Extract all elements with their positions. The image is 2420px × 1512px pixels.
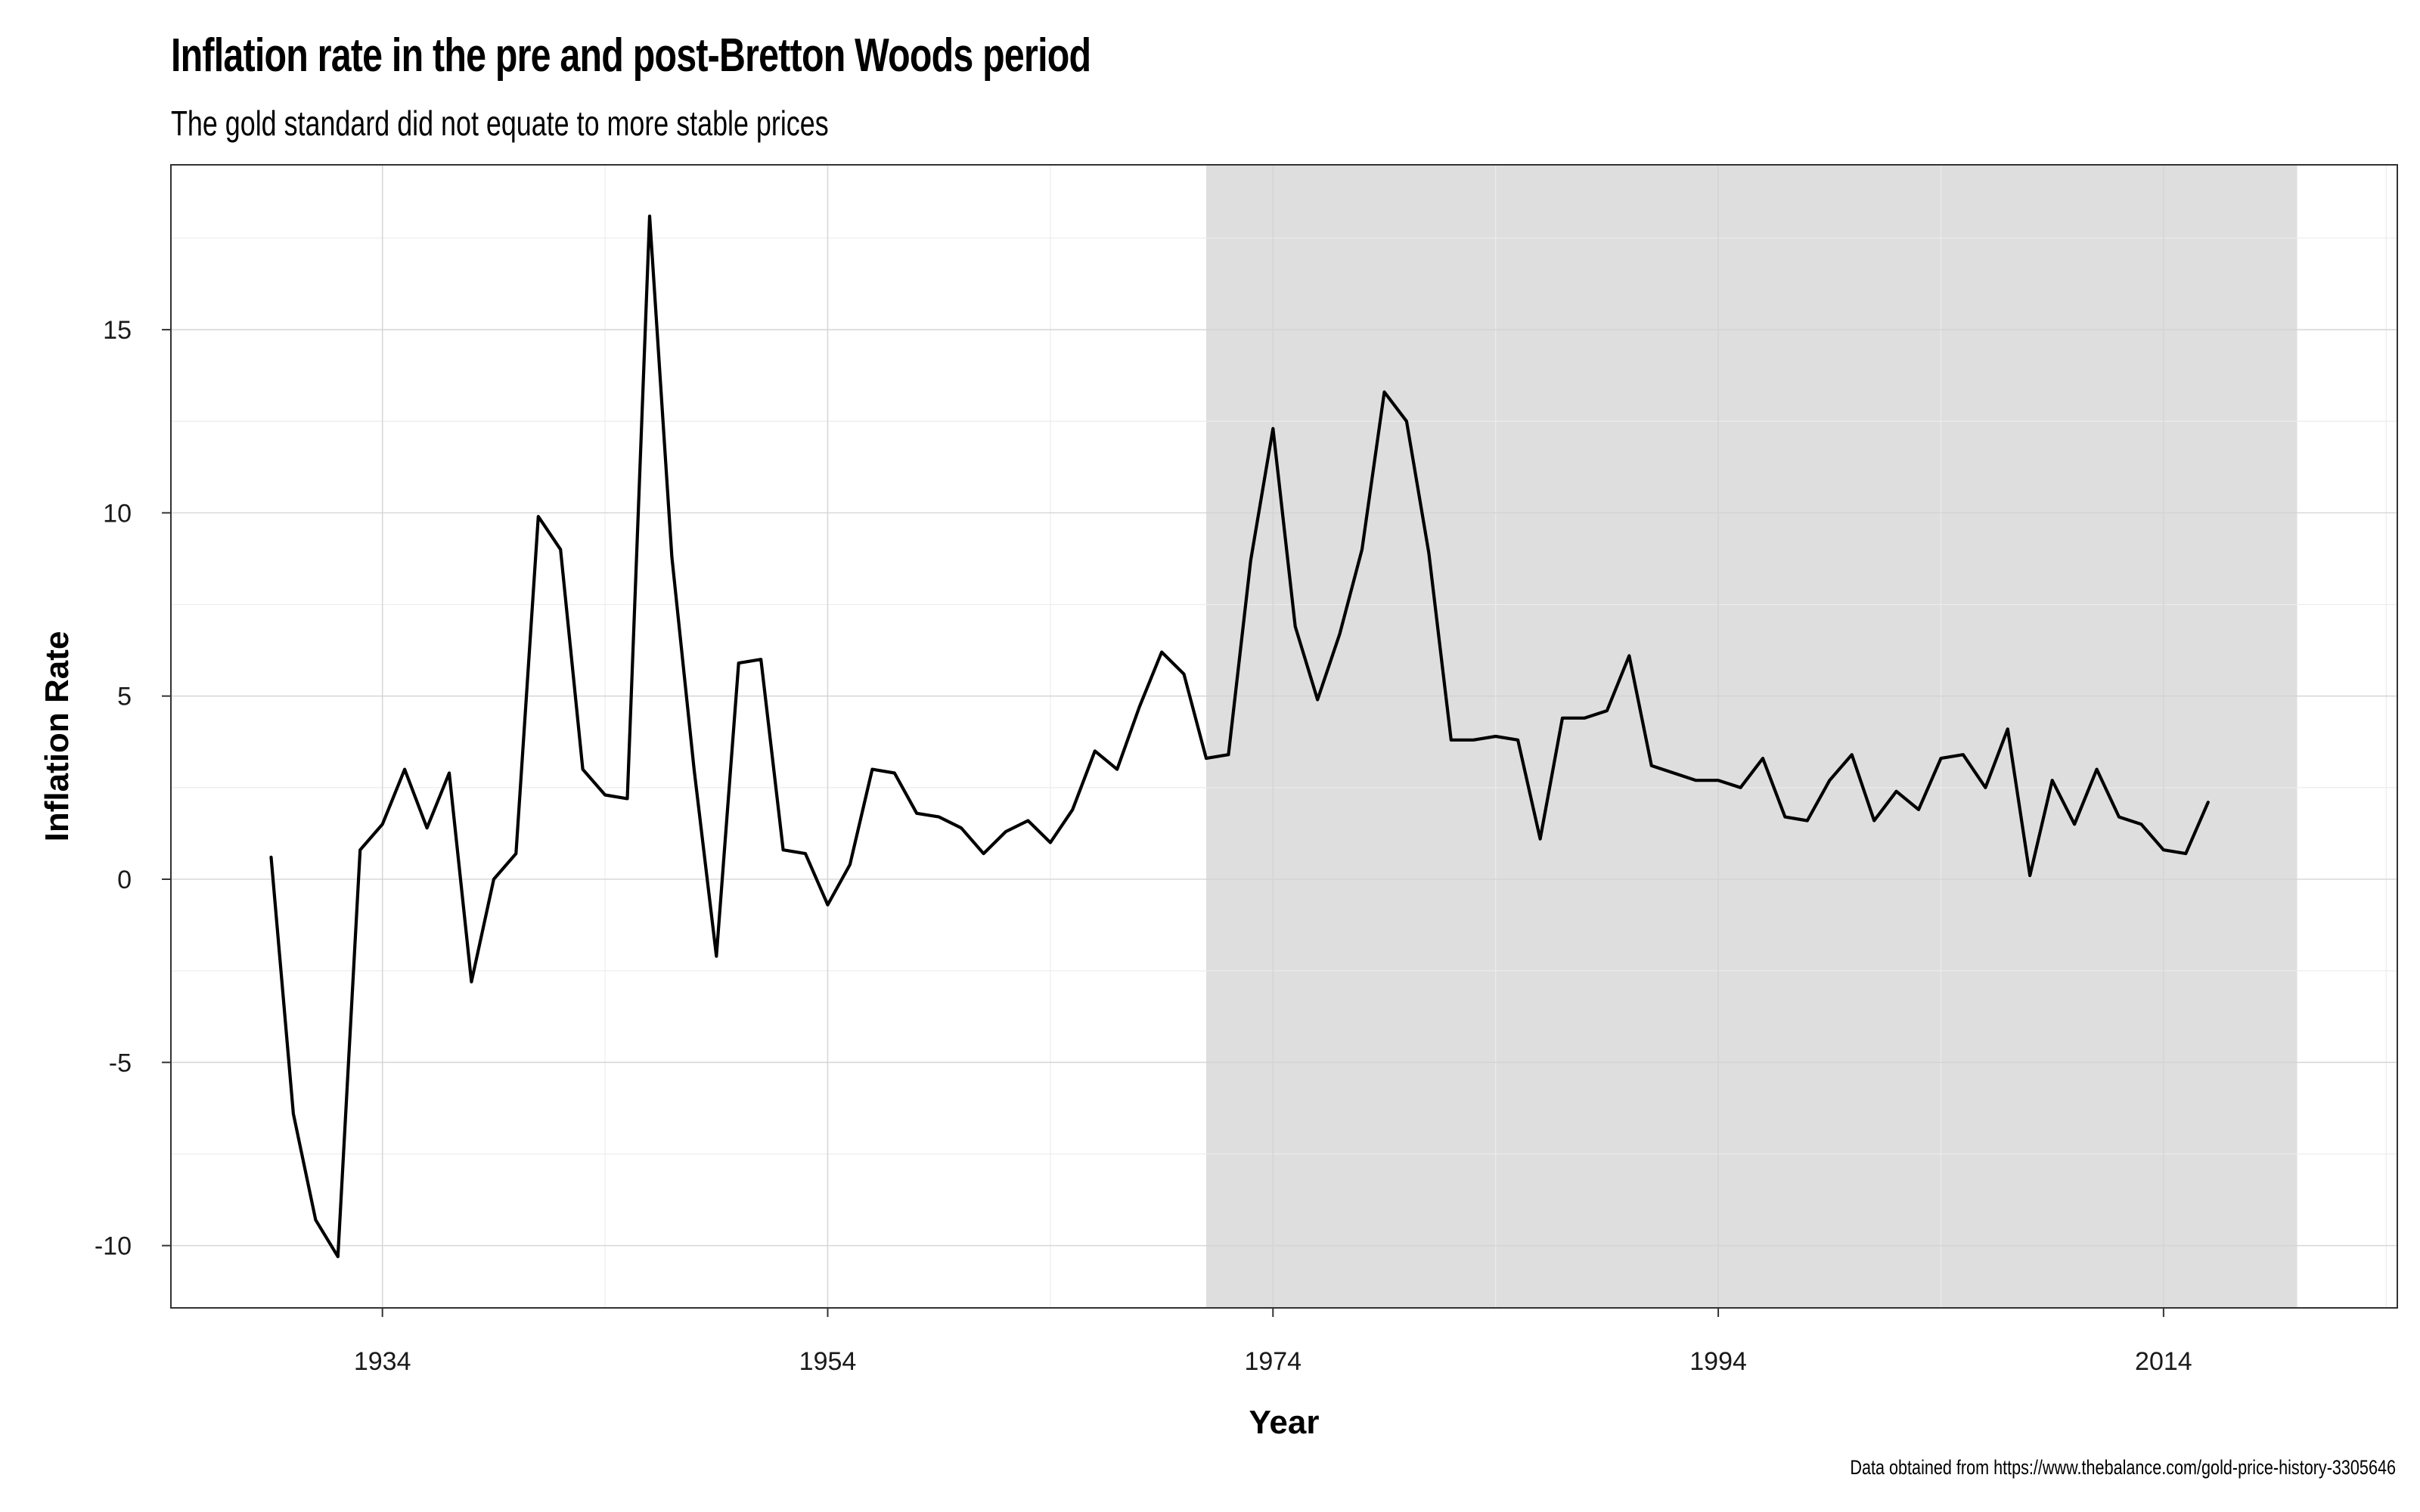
y-axis-ticks: -10 -5 0 5 10 15 [95,316,171,1261]
shaded-region-rect [1205,165,2297,1308]
x-tick-label: 1934 [354,1347,411,1376]
post-bretton-woods-shaded-region [1205,165,2297,1308]
chart-subtitle: The gold standard did not equate to more… [171,104,829,143]
y-tick-label: 15 [103,316,132,345]
y-tick-label: 5 [117,683,132,711]
y-tick-label: 10 [103,499,132,528]
y-axis-title: Inflation Rate [39,631,76,842]
x-tick-label: 1974 [1244,1347,1302,1376]
y-tick-label: -10 [95,1232,132,1261]
x-axis-ticks: 1934 1954 1974 1994 2014 [354,1308,2192,1376]
y-tick-label: -5 [109,1049,132,1077]
inflation-line [269,214,2210,1259]
x-axis-title: Year [1249,1404,1320,1441]
x-tick-label: 1994 [1689,1347,1747,1376]
source-caption: Data obtained from https://www.thebalanc… [1850,1456,2396,1479]
grid-lines [171,165,2397,1308]
inflation-series [269,214,2210,1259]
chart-title: Inflation rate in the pre and post-Brett… [171,29,1091,82]
y-tick-label: 0 [117,866,132,894]
x-tick-label: 1954 [799,1347,857,1376]
panel-border [170,164,2398,1309]
x-tick-label: 2014 [2135,1347,2192,1376]
